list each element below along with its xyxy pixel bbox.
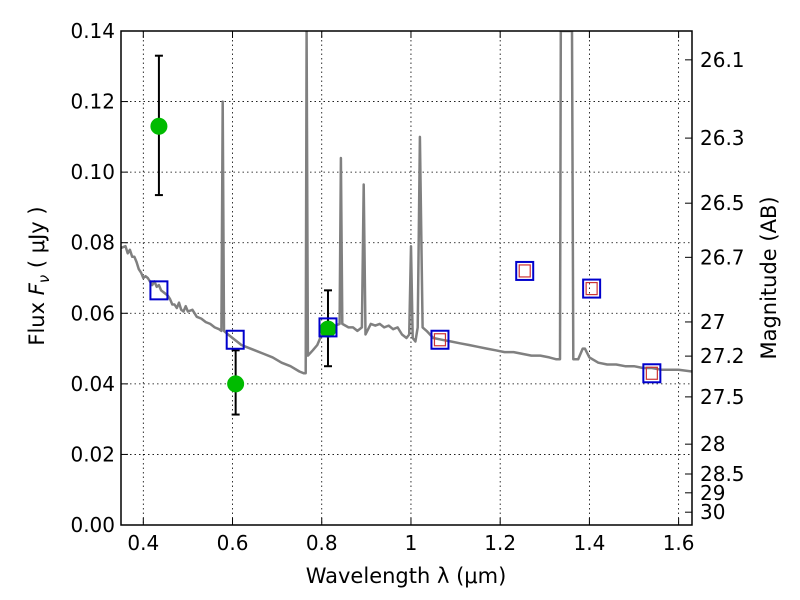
y2-tick-label: 30 [700,500,725,524]
model-band-square [225,329,245,350]
y2-tick-label: 27 [700,310,725,334]
y2-tick-label: 28.5 [700,462,745,486]
observed-point [319,320,337,338]
y-tick-label: 0.14 [70,19,115,43]
model-band-square [149,280,169,301]
x-axis-label: Wavelength λ (μm) [306,564,507,588]
model-band-square [642,363,662,384]
model-spectrum [121,31,692,375]
y2-tick-label: 26.5 [700,191,745,215]
y2-tick-label: 27.2 [700,344,745,368]
model-band-inner-square [518,264,531,278]
x-tick-label: 1.2 [484,531,516,555]
x-tick-label: 0.8 [306,531,338,555]
y-axis-label-symbol: F [25,282,49,295]
plot-frame [120,30,693,526]
y-axis-label-subscript: ν [35,275,53,283]
y2-tick-label: 26.1 [700,48,745,72]
model-band-fluxes [149,260,662,384]
y-tick-label: 0.06 [70,301,115,325]
y-tick-label: 0.12 [70,90,115,114]
grid-lines [121,31,692,525]
model-band-square [582,278,602,299]
x-tick-label: 0.4 [127,531,159,555]
y-tick-label: 0.04 [70,372,115,396]
x-tick-label: 1.6 [663,531,695,555]
y-tick-label: 0.00 [70,513,115,537]
y2-axis-label: Magnitude (AB) [757,196,781,359]
observed-point [227,375,245,393]
y2-tick-label: 27.5 [700,385,745,409]
y2-tick-label: 26.7 [700,245,745,269]
model-band-inner-square [433,333,447,347]
y-tick-label: 0.10 [70,160,115,184]
x-axis: 0.4 0.6 0.8 1 1.2 1.4 1.6 [127,31,695,555]
y2-tick-label: 29 [700,481,725,505]
model-spectrum-line [121,31,692,375]
model-band-square [430,329,450,350]
y-tick-label: 0.02 [70,442,115,466]
y-axis: 0.00 0.02 0.04 0.06 0.08 0.10 0.12 0.14 [70,19,128,537]
model-band-square [318,317,338,338]
y-tick-label: 0.08 [70,231,115,255]
observed-point [150,117,168,135]
model-band-square [515,260,535,281]
observed-points [150,117,337,393]
y-axis-label-suffix: ( μJy ) [25,206,49,274]
y-axis-label: Flux Fν ( μJy ) [25,206,53,345]
y2-tick-label: 28 [700,432,725,456]
y2-tick-label: 26.3 [700,126,745,150]
y-axis-label-prefix: Flux [25,295,49,345]
x-tick-label: 1.4 [573,531,605,555]
x-tick-label: 0.6 [217,531,249,555]
x-tick-label: 1 [405,531,418,555]
model-band-inner-square [585,281,598,296]
model-band-inner-square [645,366,658,380]
